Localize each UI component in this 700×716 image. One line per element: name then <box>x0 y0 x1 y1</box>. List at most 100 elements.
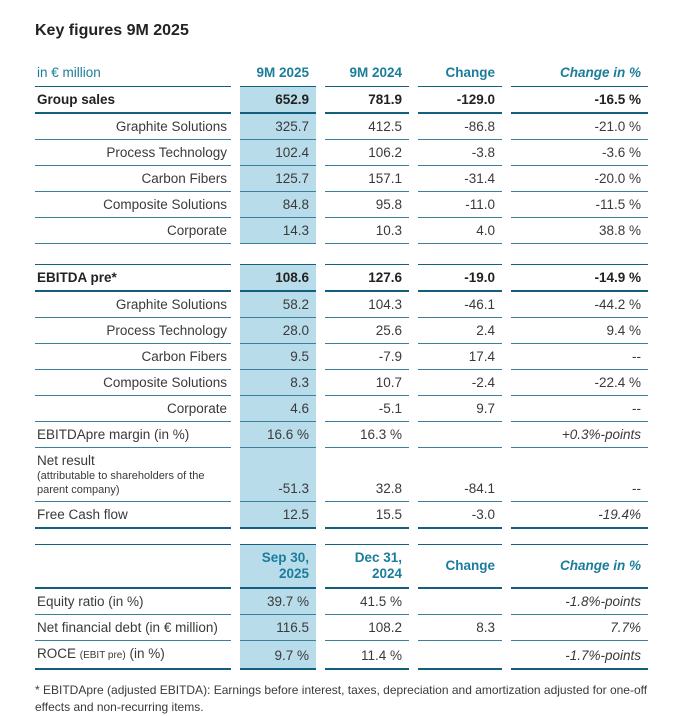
value-cell: -129.0 <box>418 87 502 114</box>
table-row: Net result (attributable to shareholders … <box>35 448 648 502</box>
value-cell: 102.4 <box>240 140 316 166</box>
value-cell: 11.4 % <box>325 641 409 670</box>
value-cell: -19.0 <box>418 264 502 292</box>
value-cell: +0.3%-points <box>511 422 648 448</box>
value-cell: 4.0 <box>418 218 502 244</box>
table-header-row: Sep 30, 2025 Dec 31, 2024 Change Change in … <box>35 544 648 589</box>
value-cell: 8.3 <box>418 615 502 641</box>
value-cell: 95.8 <box>325 192 409 218</box>
section-gap-cell <box>35 244 648 264</box>
table-row: EBITDA pre* 108.6 127.6 -19.0 -14.9 % <box>35 264 648 292</box>
value-cell: 106.2 <box>325 140 409 166</box>
value-cell: -1.7%-points <box>511 641 648 670</box>
column-header: 9M 2024 <box>325 60 409 87</box>
row-label: EBITDA pre* <box>35 264 231 292</box>
value-cell <box>418 641 502 670</box>
value-cell: 15.5 <box>325 502 409 529</box>
value-cell: 16.6 % <box>240 422 316 448</box>
row-label: Composite Solutions <box>35 192 231 218</box>
value-cell: -1.8%-points <box>511 589 648 615</box>
row-label-main: ROCE <box>37 646 80 661</box>
value-cell: 125.7 <box>240 166 316 192</box>
value-cell: -- <box>511 448 648 502</box>
value-cell: 39.7 % <box>240 589 316 615</box>
value-cell: -20.0 % <box>511 166 648 192</box>
value-cell: -11.0 <box>418 192 502 218</box>
column-header: in € million <box>35 60 231 87</box>
row-label-subtext: (attributable to shareholders of the <box>37 470 205 482</box>
value-cell: 14.3 <box>240 218 316 244</box>
value-cell: 2.4 <box>418 318 502 344</box>
value-cell: -3.8 <box>418 140 502 166</box>
column-header: Change in % <box>511 60 648 87</box>
value-cell: 781.9 <box>325 87 409 114</box>
table-header-row: in € million 9M 2025 9M 2024 Change Change i… <box>35 60 648 87</box>
table-row: EBITDApre margin (in %) 16.6 % 16.3 % +0.3%… <box>35 422 648 448</box>
row-label: Corporate <box>35 218 231 244</box>
value-cell: 104.3 <box>325 292 409 318</box>
value-cell: -5.1 <box>325 396 409 422</box>
row-label: Composite Solutions <box>35 370 231 396</box>
table-row: Process Technology 102.4 106.2 -3.8 -3.6 % <box>35 140 648 166</box>
value-cell: 9.7 % <box>240 641 316 670</box>
table-row: Carbon Fibers 9.5 -7.9 17.4 -- <box>35 344 648 370</box>
row-label: Carbon Fibers <box>35 166 231 192</box>
table-row: Corporate 4.6 -5.1 9.7 -- <box>35 396 648 422</box>
row-label-main: Net result <box>37 453 95 468</box>
row-label: Net financial debt (in € million) <box>35 615 231 641</box>
value-cell: 17.4 <box>418 344 502 370</box>
table-row: Group sales 652.9 781.9 -129.0 -16.5 % <box>35 87 648 114</box>
value-cell <box>418 589 502 615</box>
row-label: Process Technology <box>35 140 231 166</box>
value-cell: -11.5 % <box>511 192 648 218</box>
table-row: Free Cash flow 12.5 15.5 -3.0 -19.4% <box>35 502 648 529</box>
table-row: Carbon Fibers 125.7 157.1 -31.4 -20.0 % <box>35 166 648 192</box>
value-cell: -14.9 % <box>511 264 648 292</box>
key-figures-table: in € million 9M 2025 9M 2024 Change Change i… <box>26 60 657 529</box>
row-label: EBITDApre margin (in %) <box>35 422 231 448</box>
value-cell: 16.3 % <box>325 422 409 448</box>
table-row: ROCE (EBIT pre) (in %) 9.7 % 11.4 % -1.7%-p… <box>35 641 648 670</box>
value-cell: 127.6 <box>325 264 409 292</box>
table-row: Net financial debt (in € million) 116.5 10… <box>35 615 648 641</box>
row-label: ROCE (EBIT pre) (in %) <box>35 641 231 670</box>
value-cell: 7.7% <box>511 615 648 641</box>
value-cell: 41.5 % <box>325 589 409 615</box>
value-cell: -- <box>511 344 648 370</box>
column-header: Change <box>418 544 502 589</box>
value-cell: -2.4 <box>418 370 502 396</box>
value-cell <box>418 422 502 448</box>
value-cell: 32.8 <box>325 448 409 502</box>
value-cell: 9.4 % <box>511 318 648 344</box>
value-cell: 8.3 <box>240 370 316 396</box>
value-cell: 652.9 <box>240 87 316 114</box>
value-cell: -21.0 % <box>511 114 648 140</box>
row-label: Graphite Solutions <box>35 292 231 318</box>
table-row: Equity ratio (in %) 39.7 % 41.5 % -1.8%-poi… <box>35 589 648 615</box>
value-cell: -46.1 <box>418 292 502 318</box>
value-cell: 325.7 <box>240 114 316 140</box>
value-cell: 10.3 <box>325 218 409 244</box>
row-label: Net result (attributable to shareholders … <box>35 448 231 502</box>
value-cell: -19.4% <box>511 502 648 529</box>
table-row: Composite Solutions 84.8 95.8 -11.0 -11.5 % <box>35 192 648 218</box>
value-cell: 108.6 <box>240 264 316 292</box>
column-header: Change in % <box>511 544 648 589</box>
footnote-text: * EBITDApre (adjusted EBITDA): Earnings … <box>35 683 648 714</box>
value-cell: -7.9 <box>325 344 409 370</box>
value-cell: 12.5 <box>240 502 316 529</box>
column-header: Dec 31, 2024 <box>325 544 409 589</box>
page-title: Key figures 9M 2025 <box>35 22 189 39</box>
value-cell: 9.7 <box>418 396 502 422</box>
row-label-subtext: parent company) <box>37 484 120 496</box>
section-gap <box>35 244 648 264</box>
value-cell: -3.6 % <box>511 140 648 166</box>
value-cell: -44.2 % <box>511 292 648 318</box>
value-cell: -51.3 <box>240 448 316 502</box>
value-cell: 157.1 <box>325 166 409 192</box>
column-header: 9M 2025 <box>240 60 316 87</box>
column-header: Change <box>418 60 502 87</box>
row-label: Process Technology <box>35 318 231 344</box>
value-cell: 412.5 <box>325 114 409 140</box>
value-cell: -22.4 % <box>511 370 648 396</box>
